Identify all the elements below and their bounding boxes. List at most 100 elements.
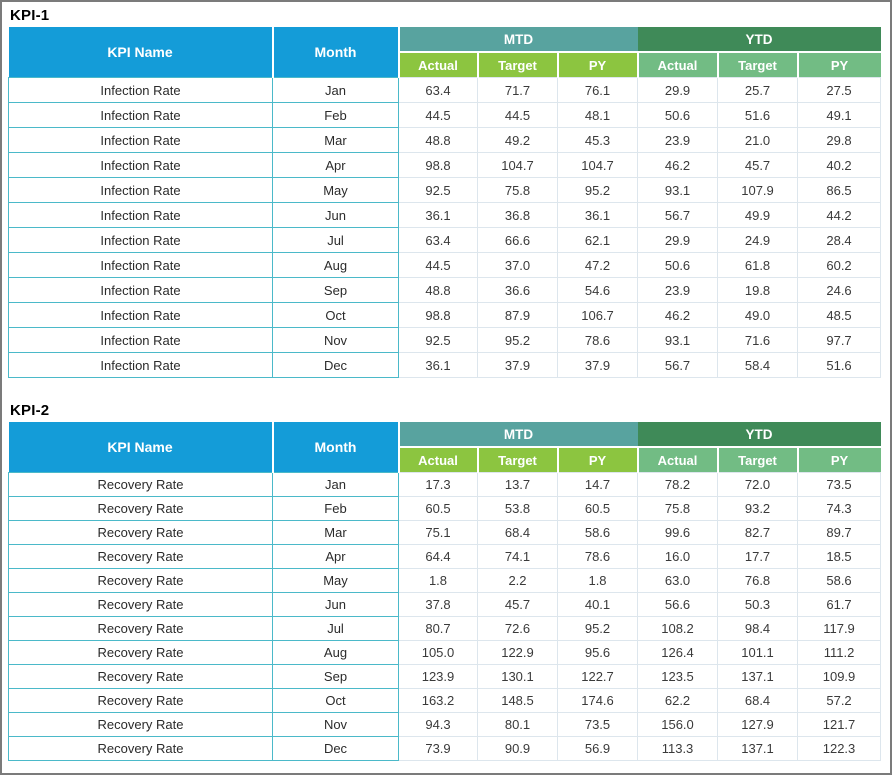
value-cell: 23.9 xyxy=(637,127,719,153)
value-cell: 95.2 xyxy=(477,327,558,353)
value-cell: 37.9 xyxy=(556,352,639,378)
value-cell: 37.9 xyxy=(477,352,558,378)
kpi-name-cell: Recovery Rate xyxy=(8,640,273,665)
table-row: Infection Rate Dec 36.1 37.9 37.9 56.7 58.4 51.… xyxy=(8,352,882,378)
value-cell: 78.6 xyxy=(556,327,639,353)
kpi-name-cell: Recovery Rate xyxy=(8,664,273,689)
value-cell: 27.5 xyxy=(797,77,882,103)
kpi-name-cell: Recovery Rate xyxy=(8,472,273,497)
value-cell: 101.1 xyxy=(717,640,799,665)
month-cell: May xyxy=(272,568,399,593)
table-row: Recovery Rate Dec 73.9 90.9 56.9 113.3 137.1 12… xyxy=(8,736,882,761)
value-cell: 54.6 xyxy=(556,277,639,303)
value-cell: 23.9 xyxy=(637,277,719,303)
table-row: Recovery Rate Mar 75.1 68.4 58.6 99.6 82.7 89.7 xyxy=(8,520,882,545)
mtd-actual-header: Actual xyxy=(397,52,478,78)
value-cell: 44.5 xyxy=(477,102,558,128)
month-cell: Oct xyxy=(272,688,399,713)
value-cell: 56.6 xyxy=(637,592,719,617)
value-cell: 51.6 xyxy=(717,102,799,128)
value-cell: 93.1 xyxy=(637,327,719,353)
ytd-target-header: Target xyxy=(716,52,798,78)
table-row: Recovery Rate Feb 60.5 53.8 60.5 75.8 93.2 74.3 xyxy=(8,496,882,521)
value-cell: 130.1 xyxy=(477,664,558,689)
month-cell: Nov xyxy=(272,327,399,353)
value-cell: 45.3 xyxy=(556,127,639,153)
mtd-py-header: PY xyxy=(556,447,638,473)
value-cell: 19.8 xyxy=(717,277,799,303)
ytd-target-header: Target xyxy=(716,447,798,473)
kpi-name-cell: Infection Rate xyxy=(8,177,273,203)
value-cell: 94.3 xyxy=(398,712,478,737)
value-cell: 111.2 xyxy=(797,640,882,665)
value-cell: 87.9 xyxy=(477,302,558,328)
value-cell: 64.4 xyxy=(398,544,478,569)
value-cell: 17.7 xyxy=(717,544,799,569)
value-cell: 44.5 xyxy=(398,102,478,128)
value-cell: 127.9 xyxy=(717,712,799,737)
value-cell: 45.7 xyxy=(477,592,558,617)
ytd-py-header: PY xyxy=(796,447,881,473)
value-cell: 48.1 xyxy=(556,102,639,128)
value-cell: 29.8 xyxy=(797,127,882,153)
value-cell: 50.6 xyxy=(637,252,719,278)
value-cell: 122.9 xyxy=(477,640,558,665)
value-cell: 73.9 xyxy=(398,736,478,761)
value-cell: 62.1 xyxy=(556,227,639,253)
value-cell: 108.2 xyxy=(637,616,719,641)
table-row: Recovery Rate Apr 64.4 74.1 78.6 16.0 17.7 18.5 xyxy=(8,544,882,569)
kpi-name-cell: Infection Rate xyxy=(8,252,273,278)
value-cell: 89.7 xyxy=(797,520,882,545)
value-cell: 63.4 xyxy=(398,77,478,103)
value-cell: 53.8 xyxy=(477,496,558,521)
value-cell: 75.1 xyxy=(398,520,478,545)
value-cell: 126.4 xyxy=(637,640,719,665)
value-cell: 36.6 xyxy=(477,277,558,303)
value-cell: 44.5 xyxy=(398,252,478,278)
table-row: Infection Rate Mar 48.8 49.2 45.3 23.9 21.0 29.… xyxy=(8,127,882,153)
value-cell: 93.2 xyxy=(717,496,799,521)
ytd-band-header: YTD xyxy=(637,422,881,448)
value-cell: 48.5 xyxy=(797,302,882,328)
kpi-name-cell: Infection Rate xyxy=(8,152,273,178)
kpi-name-cell: Recovery Rate xyxy=(8,712,273,737)
month-header: Month xyxy=(272,27,400,78)
month-cell: Feb xyxy=(272,496,399,521)
value-cell: 61.8 xyxy=(717,252,799,278)
value-cell: 51.6 xyxy=(797,352,882,378)
kpi-name-cell: Infection Rate xyxy=(8,202,273,228)
kpi-name-cell: Recovery Rate xyxy=(8,568,273,593)
table-row: Recovery Rate May 1.8 2.2 1.8 63.0 76.8 58.6 xyxy=(8,568,882,593)
value-cell: 29.9 xyxy=(637,77,719,103)
table-row: Recovery Rate Jan 17.3 13.7 14.7 78.2 72.0 73.5 xyxy=(8,472,882,497)
value-cell: 137.1 xyxy=(717,664,799,689)
value-cell: 148.5 xyxy=(477,688,558,713)
value-cell: 2.2 xyxy=(477,568,558,593)
value-cell: 107.9 xyxy=(717,177,799,203)
value-cell: 76.8 xyxy=(717,568,799,593)
value-cell: 68.4 xyxy=(717,688,799,713)
value-cell: 123.5 xyxy=(637,664,719,689)
value-cell: 28.4 xyxy=(797,227,882,253)
kpi-name-cell: Recovery Rate xyxy=(8,592,273,617)
kpi-name-header: KPI Name xyxy=(8,27,274,78)
value-cell: 113.3 xyxy=(637,736,719,761)
value-cell: 137.1 xyxy=(717,736,799,761)
table-row: Infection Rate Jul 63.4 66.6 62.1 29.9 24.9 28.… xyxy=(8,227,882,253)
value-cell: 17.3 xyxy=(398,472,478,497)
kpi-name-cell: Infection Rate xyxy=(8,127,273,153)
value-cell: 24.9 xyxy=(717,227,799,253)
value-cell: 56.7 xyxy=(637,352,719,378)
value-cell: 14.7 xyxy=(556,472,639,497)
kpi-name-cell: Infection Rate xyxy=(8,302,273,328)
kpi-name-cell: Recovery Rate xyxy=(8,736,273,761)
value-cell: 90.9 xyxy=(477,736,558,761)
value-cell: 66.6 xyxy=(477,227,558,253)
value-cell: 49.9 xyxy=(717,202,799,228)
kpi-name-cell: Infection Rate xyxy=(8,352,273,378)
table-row: Infection Rate Jun 36.1 36.8 36.1 56.7 49.9 44.… xyxy=(8,202,882,228)
value-cell: 58.6 xyxy=(797,568,882,593)
value-cell: 104.7 xyxy=(477,152,558,178)
value-cell: 40.1 xyxy=(556,592,639,617)
value-cell: 36.8 xyxy=(477,202,558,228)
